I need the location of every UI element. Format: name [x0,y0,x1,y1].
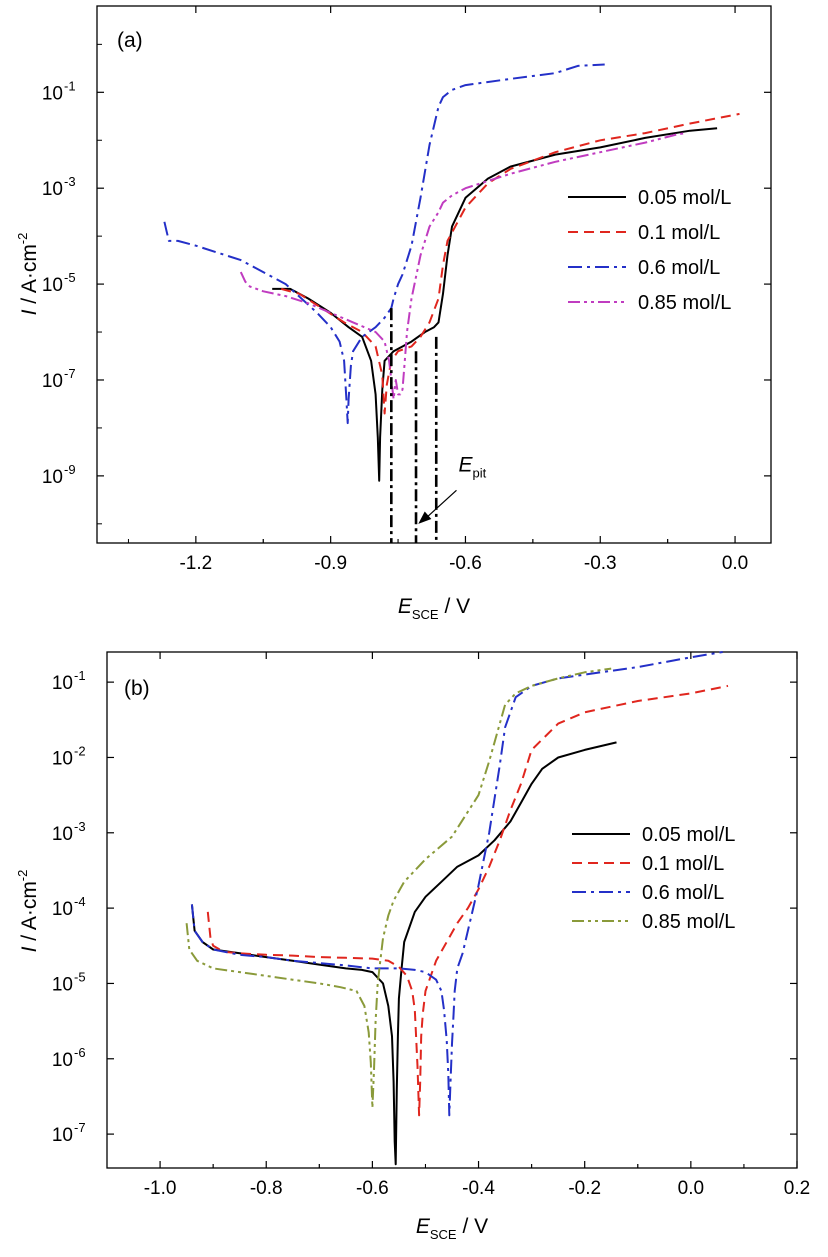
y-tick-label: 10 [42,275,63,296]
series-line [190,741,617,1166]
panel-b-label: (b) [124,677,150,700]
series-line [163,63,605,425]
x-tick-label: 0.0 [722,553,748,574]
panel-a-series [163,63,740,482]
x-tick-label: 0.0 [678,1178,704,1199]
x-tick-label: 0.2 [784,1178,810,1199]
y-tick-exponent: -7 [74,1120,86,1135]
series-line [206,684,729,1117]
y-tick-exponent: -4 [74,894,86,909]
epit-annotation-label: Epit [458,453,486,480]
y-tick-label: 10 [52,1125,73,1146]
panel-a-ticks: -1.2 -0.9 -0.6 -0.3 0.010-910-710-510-310-1 [42,6,771,574]
series-line [280,112,740,415]
legend-label: 0.85 mol/L [642,911,735,933]
x-tick-label: -0.2 [568,1178,601,1199]
y-tick-label: 10 [52,748,73,769]
y-tick-label: 10 [42,83,63,104]
y-tick-label: 10 [52,824,73,845]
panel-b-series [185,651,729,1166]
x-tick-label: -0.9 [314,553,347,574]
y-tick-exponent: -7 [64,366,76,381]
y-tick-exponent: -9 [64,462,76,477]
y-tick-label: 10 [52,974,73,995]
panel-b-x-axis-label: ESCE / V [416,1215,488,1242]
panel-b-plot-frame [106,651,798,1169]
y-tick-label: 10 [52,1050,73,1071]
x-tick-label: -0.8 [250,1178,283,1199]
panel-b-legend: 0.05 mol/L 0.1 mol/L 0.6 mol/L 0.85 mol/L [572,824,735,933]
panel-a-label: (a) [117,29,143,52]
legend-label: 0.6 mol/L [642,882,724,904]
legend-label: 0.05 mol/L [638,187,731,209]
y-tick-exponent: -3 [64,174,76,189]
legend-label: 0.6 mol/L [638,257,720,279]
epit-arrow [425,489,457,519]
legend-label: 0.1 mol/L [642,853,724,875]
y-tick-label: 10 [52,673,73,694]
y-tick-exponent: -1 [64,78,76,93]
panel-a-epit-annotation: Epit [418,453,487,524]
x-tick-label: -0.6 [449,553,482,574]
y-tick-exponent: -5 [74,969,86,984]
legend-label: 0.1 mol/L [638,222,720,244]
y-tick-exponent: -5 [64,270,76,285]
panel-a: (a) -1.2 -0.9 -0.6 -0.3 0.010 -910 -710 -510 -31… [15,5,772,622]
panel-b-y-axis-label: I / A·cm-2 [15,870,41,953]
epit-arrow-head [418,511,432,524]
panel-a-x-axis-label: ESCE / V [398,595,470,622]
series-line [190,651,723,1117]
series-line [239,132,686,401]
series-line [185,667,612,1109]
y-tick-label: 10 [52,899,73,920]
y-tick-exponent: -1 [74,668,86,683]
panel-a-legend: 0.05 mol/L 0.1 mol/L 0.6 mol/L 0.85 mol/L [568,187,731,314]
legend-label: 0.85 mol/L [638,292,731,314]
y-tick-exponent: -3 [74,819,86,834]
panel-b-ticks: -1.0 -0.8 -0.6 -0.4 -0.2 0.0 0.210-710-610-510… [52,652,810,1199]
panel-a-y-axis-label: I / A·cm-2 [15,233,41,316]
y-tick-label: 10 [42,371,63,392]
x-tick-label: -0.6 [356,1178,389,1199]
y-tick-exponent: -6 [74,1045,86,1060]
legend-label: 0.05 mol/L [642,824,735,846]
y-tick-exponent: -2 [74,743,86,758]
x-tick-label: -1.0 [144,1178,177,1199]
panel-b: (b) -1.0 -0.8 -0.6 -0.4 -0.2 0.0 0.210-710-610… [15,651,810,1242]
x-tick-label: -1.2 [179,553,212,574]
y-tick-label: 10 [42,467,63,488]
y-tick-label: 10 [42,179,63,200]
x-tick-label: -0.4 [462,1178,495,1199]
panel-a-plot-frame [96,5,772,544]
x-tick-label: -0.3 [584,553,617,574]
